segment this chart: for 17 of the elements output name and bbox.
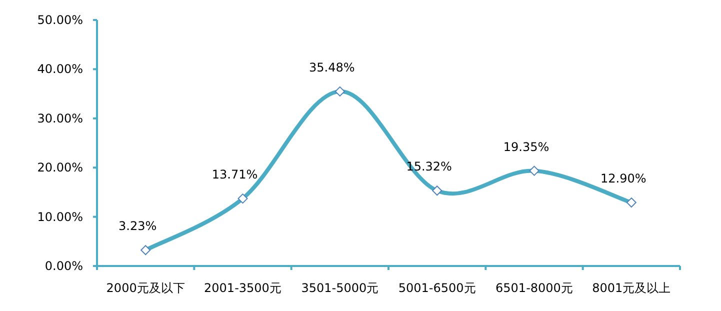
- y-tick-label: 20.00%: [37, 160, 83, 175]
- data-label: 13.71%: [212, 168, 258, 182]
- y-tick-label: 50.00%: [37, 13, 83, 27]
- data-label: 19.35%: [503, 140, 550, 154]
- y-tick-label: 10.00%: [37, 210, 83, 224]
- data-label: 3.23%: [118, 219, 157, 234]
- y-tick-label: 30.00%: [37, 111, 83, 126]
- y-tick-label: 0.00%: [44, 259, 83, 273]
- x-tick-label: 3501-5000元: [301, 281, 379, 295]
- y-tick-label: 40.00%: [37, 62, 83, 76]
- x-tick-label: 8001元及以上: [592, 281, 671, 295]
- x-tick-label: 5001-6500元: [398, 281, 476, 295]
- x-tick-label: 6501-8000元: [496, 281, 573, 295]
- x-tick-label: 2001-3500元: [204, 281, 282, 295]
- data-label: 12.90%: [600, 172, 646, 186]
- data-label: 35.48%: [309, 60, 355, 74]
- x-tick-label: 2000元及以下: [106, 281, 185, 295]
